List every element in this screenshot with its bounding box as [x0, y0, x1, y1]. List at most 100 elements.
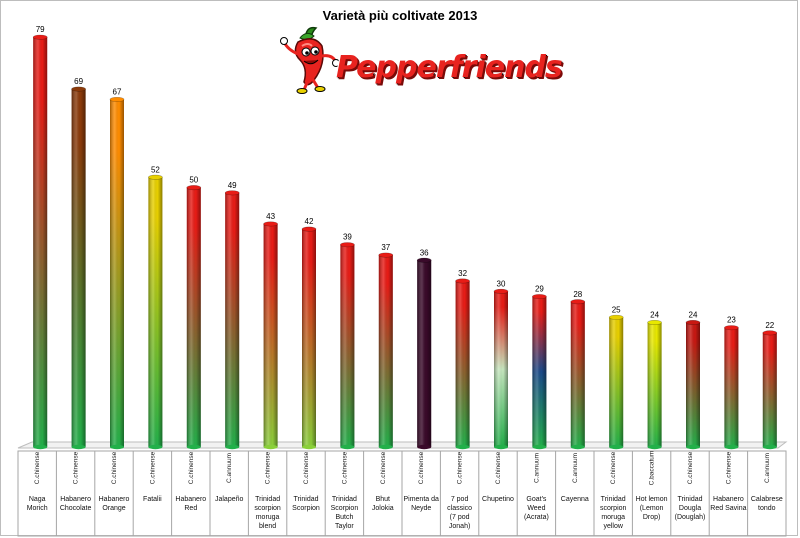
bar-shading	[724, 327, 739, 447]
data-label: 24	[650, 311, 659, 320]
bar-base	[724, 444, 739, 450]
category-label: Trinidad Scorpion	[292, 496, 320, 512]
bar-base	[378, 444, 393, 450]
bar	[32, 34, 48, 450]
bar-base	[71, 444, 86, 450]
category-label: Cayenna	[561, 496, 589, 503]
bar-shading	[148, 177, 163, 447]
bar	[455, 278, 470, 450]
species-label: C.annuum	[533, 453, 540, 483]
data-label: 28	[573, 290, 582, 299]
bar	[724, 325, 739, 450]
data-label: 50	[189, 176, 198, 185]
bar-shading	[186, 187, 201, 447]
bar-shading	[647, 322, 662, 447]
category-label: Hot lemon (Lemon Drop)	[636, 496, 668, 521]
data-label: 43	[266, 212, 275, 221]
bar-cap	[493, 288, 509, 294]
species-label: C.chinense	[73, 451, 80, 484]
bar-cap	[340, 242, 355, 248]
bar-base	[110, 444, 124, 450]
bar-cap	[148, 174, 163, 180]
species-label: C.chinense	[265, 451, 272, 484]
category-label: Naga Morich	[27, 496, 48, 512]
bar-cap	[685, 319, 701, 325]
chili-mascot-icon	[280, 26, 340, 94]
bar-base	[148, 444, 163, 450]
bar-cap	[532, 294, 547, 300]
species-label: C.chinense	[380, 451, 387, 484]
bar-cap	[724, 325, 739, 331]
species-label: C.chinense	[149, 451, 156, 484]
bar-shading	[686, 322, 700, 447]
data-label: 39	[343, 233, 352, 242]
bar-cap	[301, 226, 317, 232]
category-label: Goat's Weed (Acrata)	[524, 496, 549, 521]
bar-cap	[378, 252, 394, 258]
bar-cap	[570, 299, 586, 305]
bar-cap	[647, 319, 662, 325]
bar-base	[532, 444, 547, 450]
category-label: Chupetino	[482, 496, 514, 503]
bar	[647, 319, 662, 450]
bar-base	[609, 444, 624, 450]
pepperfriends-logo: Pepperfriends	[278, 24, 563, 96]
bar	[685, 319, 701, 450]
bar-base	[570, 444, 585, 450]
bar-shading	[570, 301, 585, 447]
bar-cap	[263, 221, 278, 227]
chart-title: Varietà più coltivate 2013	[322, 8, 478, 23]
bar	[416, 257, 432, 450]
data-label: 23	[727, 316, 736, 325]
species-label: C.chinense	[457, 451, 464, 484]
species-label: C.chinense	[418, 451, 425, 484]
species-label: C.chinense	[495, 451, 502, 484]
data-label: 24	[689, 311, 698, 320]
bar-base	[762, 444, 777, 450]
bar-base	[263, 444, 278, 450]
bar	[378, 252, 394, 450]
data-label: 49	[228, 181, 237, 190]
bar-cap	[608, 314, 624, 320]
bar-cap	[762, 330, 778, 336]
bar-base	[225, 444, 240, 450]
species-label: C.chinense	[111, 451, 118, 484]
bar-shading	[532, 296, 547, 447]
bar-base	[417, 444, 432, 450]
category-label: Trinidad scorpion moruga yellow	[600, 496, 627, 530]
species-label: C.chinense	[188, 451, 195, 484]
data-label: 25	[612, 305, 621, 314]
bars-group	[32, 34, 778, 450]
category-label: 7 pod classico (7 pod Jonah)	[447, 496, 472, 530]
bar-base	[494, 444, 508, 450]
data-label: 79	[36, 25, 45, 34]
category-label: Trinidad Scorpion Butch Taylor	[331, 496, 359, 530]
data-label: 32	[458, 269, 467, 278]
bar-shading	[417, 260, 432, 447]
bar-cap	[455, 278, 470, 284]
bar-shading	[33, 37, 48, 447]
bar	[532, 294, 547, 450]
bar-cap	[32, 34, 48, 40]
bar-shading	[378, 255, 393, 447]
bar-shading	[225, 192, 240, 447]
pepperfriends-logo-text: Pepperfriends	[336, 50, 563, 85]
bar	[762, 330, 778, 450]
bar	[148, 174, 163, 450]
bar	[301, 226, 317, 450]
bar-shading	[455, 281, 470, 447]
category-label: Calabrese tondo	[751, 496, 783, 512]
bar-base	[33, 444, 48, 450]
bar-shading	[494, 291, 508, 447]
species-label: C.chinense	[34, 451, 41, 484]
data-label: 42	[305, 217, 314, 226]
data-label: 67	[113, 87, 122, 96]
bar-base	[302, 444, 316, 450]
bar-shading	[762, 332, 777, 447]
category-label: Jalapeño	[215, 496, 244, 503]
species-label: C.annuum	[226, 453, 233, 483]
species-label: C.chinense	[303, 451, 310, 484]
category-label: Trinidad scorpion moruga blend	[254, 496, 281, 530]
species-label: C.baccatum	[649, 451, 656, 486]
